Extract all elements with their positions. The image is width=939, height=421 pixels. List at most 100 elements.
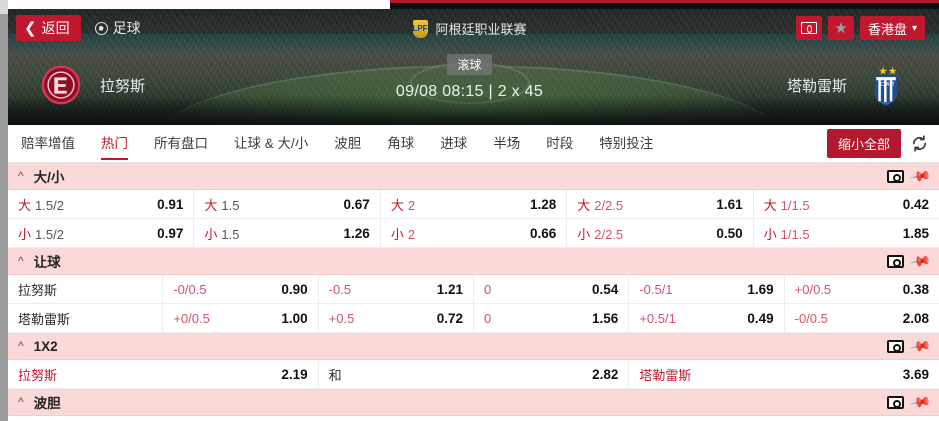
pin-icon[interactable]: 📌 xyxy=(908,390,933,414)
odds-cell[interactable]: +0/0.5 0.38 xyxy=(785,275,939,303)
handicap-line: 2 xyxy=(407,226,416,242)
collapse-all-button[interactable]: 缩小全部 xyxy=(826,129,901,158)
tab-popular[interactable]: 热门 xyxy=(88,125,141,163)
tab-label: 波胆 xyxy=(334,135,362,151)
pin-icon[interactable]: 📌 xyxy=(908,164,933,188)
odds-cell-label: 0 xyxy=(484,311,491,326)
live-stream-button[interactable] xyxy=(795,16,822,40)
odds-cell[interactable]: +0.5/1 0.49 xyxy=(629,304,785,332)
market-section-title: 1X2 xyxy=(33,338,58,354)
pin-icon[interactable]: 📌 xyxy=(908,249,933,273)
odds-format-selector[interactable]: 香港盘 ▾ xyxy=(859,16,925,40)
tab-handicap-overunder[interactable]: 让球 & 大/小 xyxy=(221,125,321,163)
odds-cell[interactable]: 小 2/2.5 0.50 xyxy=(567,219,754,247)
tab-odds-boost[interactable]: 赔率增值 xyxy=(8,125,88,163)
odds-cell-label: 大 1/1.5 xyxy=(764,195,810,214)
tab-half[interactable]: 半场 xyxy=(480,125,533,163)
market-section-header[interactable]: ^ 让球 📌 xyxy=(0,248,939,275)
odds-cell[interactable]: -0/0.5 2.08 xyxy=(785,304,939,332)
market-row: 大 1.5/2 0.91 大 1.5 0.67 大 2 1.28 大 2/2.5 1.61 大 1/1.5… xyxy=(0,190,939,219)
tab-correct-score[interactable]: 波胆 xyxy=(321,125,374,163)
odds-cell[interactable]: 小 1.5/2 0.97 xyxy=(0,219,195,247)
tab-goals[interactable]: 进球 xyxy=(427,125,480,163)
market-section-icons: 📌 xyxy=(886,334,939,358)
chevron-down-icon: ▾ xyxy=(911,22,917,34)
selection-team-label: 塔勒雷斯 xyxy=(18,311,71,327)
odds-cell[interactable]: 拉努斯 2.19 xyxy=(0,360,319,388)
market-section-header[interactable]: ^ 大/小 📌 xyxy=(0,163,939,190)
match-hero-banner: ❮ 返回 足球 LPF 阿根廷职业联赛 ★ 香港盘 ▾ xyxy=(0,0,939,125)
odds-cell[interactable]: 大 1.5/2 0.91 xyxy=(0,190,195,218)
odds-cell[interactable]: 大 1.5 0.67 xyxy=(194,190,381,218)
tab-corners[interactable]: 角球 xyxy=(374,125,427,163)
selection-label: 大 xyxy=(204,197,218,213)
odds-value: 1.21 xyxy=(436,281,463,297)
odds-cell[interactable]: 大 2/2.5 1.61 xyxy=(567,190,754,218)
handicap-line: +0/0.5 xyxy=(173,310,210,326)
odds-value: 1.00 xyxy=(281,310,308,326)
page-scrollbar[interactable] xyxy=(0,0,8,421)
chevron-left-icon: ❮ xyxy=(24,19,37,37)
odds-cell[interactable]: 小 1/1.5 1.85 xyxy=(754,219,939,247)
selection-label: 大 xyxy=(18,197,32,213)
odds-cell[interactable]: 和 2.82 xyxy=(319,360,630,388)
odds-format-label: 香港盘 xyxy=(867,21,907,37)
home-team-name: 拉努斯 xyxy=(100,77,146,95)
handicap-line: 1/1.5 xyxy=(780,197,810,213)
chevron-up-icon[interactable]: ^ xyxy=(18,169,24,183)
odds-cell[interactable]: 小 2 0.66 xyxy=(381,219,568,247)
live-status-badge: 滚球 xyxy=(447,54,492,75)
market-section-header[interactable]: ^ 1X2 📌 xyxy=(0,333,939,360)
camera-icon[interactable] xyxy=(886,254,904,268)
camera-icon[interactable] xyxy=(886,339,904,353)
back-button[interactable]: ❮ 返回 xyxy=(16,15,81,41)
refresh-icon[interactable] xyxy=(910,134,929,153)
handicap-line: -0/0.5 xyxy=(173,281,207,297)
odds-value: 0.66 xyxy=(529,225,557,241)
match-centre-info: 滚球 09/08 08:15 | 2 x 45 xyxy=(320,54,620,101)
odds-cell[interactable]: -0.5 1.21 xyxy=(319,275,474,303)
odds-cell-label: -0/0.5 xyxy=(795,311,828,326)
league-name: 阿根廷职业联赛 xyxy=(435,22,527,37)
favourite-button[interactable]: ★ xyxy=(827,16,854,40)
chevron-up-icon[interactable]: ^ xyxy=(18,254,24,268)
odds-cell-label: 拉努斯 xyxy=(18,280,57,299)
selection-team-label: 塔勒雷斯 xyxy=(639,367,692,383)
odds-cell[interactable]: 0 0.54 xyxy=(474,275,630,303)
sport-breadcrumb-football[interactable]: 足球 xyxy=(94,18,141,38)
hero-topbar: ❮ 返回 足球 LPF 阿根廷职业联赛 ★ 香港盘 ▾ xyxy=(0,9,939,47)
handicap-line: -0.5/1 xyxy=(639,281,673,297)
odds-cell[interactable]: -0.5/1 1.69 xyxy=(629,275,785,303)
odds-value: 1.85 xyxy=(902,225,930,241)
selection-label: 大 xyxy=(763,197,777,213)
pin-icon[interactable]: 📌 xyxy=(908,334,933,358)
odds-cell[interactable]: 小 1.5 1.26 xyxy=(194,219,381,247)
odds-cell[interactable]: 塔勒雷斯 3.69 xyxy=(629,360,939,388)
odds-value: 1.28 xyxy=(529,196,557,212)
market-section-header[interactable]: ^ 波胆 📌 xyxy=(0,389,939,416)
market-section-icons: 📌 xyxy=(886,164,939,188)
tab-specials[interactable]: 特别投注 xyxy=(586,125,666,163)
tab-period[interactable]: 时段 xyxy=(533,125,586,163)
odds-cell[interactable]: 大 1/1.5 0.42 xyxy=(754,190,939,218)
chevron-up-icon[interactable]: ^ xyxy=(18,339,24,353)
odds-cell[interactable]: 0 1.56 xyxy=(474,304,630,332)
odds-cell-label: 小 2/2.5 xyxy=(577,224,623,243)
handicap-line: 0 xyxy=(483,281,492,297)
odds-cell[interactable]: +0/0.5 1.00 xyxy=(163,304,319,332)
handicap-line: 2/2.5 xyxy=(594,226,624,242)
odds-cell[interactable]: 大 2 1.28 xyxy=(381,190,568,218)
tab-all-markets[interactable]: 所有盘口 xyxy=(141,125,221,163)
camera-icon[interactable] xyxy=(886,395,904,409)
odds-cell[interactable]: -0/0.5 0.90 xyxy=(163,275,319,303)
scrollbar-thumb[interactable] xyxy=(0,0,8,14)
market-section-title: 波胆 xyxy=(33,396,61,411)
away-team-crest: ★ ★ C.A.T xyxy=(874,66,897,106)
odds-value: 0.49 xyxy=(747,310,774,326)
league-badge-icon: LPF xyxy=(412,19,428,38)
chevron-up-icon[interactable]: ^ xyxy=(18,395,24,409)
camera-icon[interactable] xyxy=(886,169,904,183)
home-team-crest xyxy=(41,65,81,105)
odds-cell[interactable]: +0.5 0.72 xyxy=(319,304,474,332)
odds-cell-label: +0/0.5 xyxy=(173,311,210,326)
